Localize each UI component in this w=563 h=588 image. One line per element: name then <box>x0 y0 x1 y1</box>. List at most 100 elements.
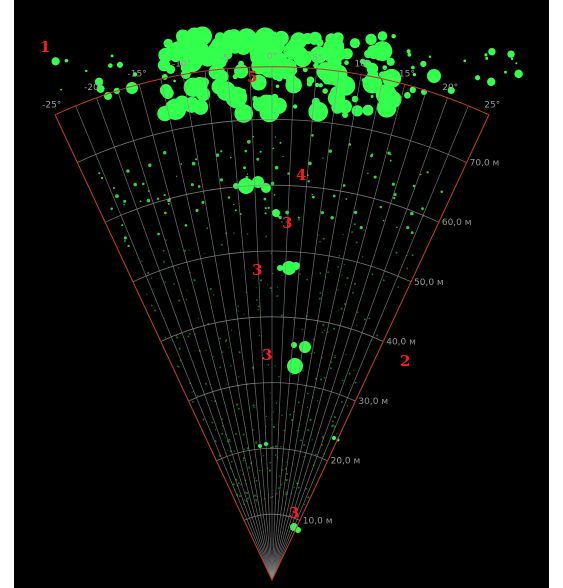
echo-speck <box>243 313 245 315</box>
echo-speck <box>150 304 153 307</box>
angle-label: -25° <box>42 101 61 111</box>
echo-speck <box>389 159 392 162</box>
echo-speck <box>393 192 397 197</box>
echo-blob <box>504 70 507 74</box>
echo-speck <box>306 392 309 395</box>
echo-speck <box>237 310 239 312</box>
echo-speck <box>238 351 241 354</box>
echo-speck <box>280 445 282 448</box>
echo-blob <box>211 41 232 62</box>
echo-blob <box>383 85 391 92</box>
angle-label: 5° <box>312 54 322 64</box>
fan-border <box>54 66 490 582</box>
echo-speck <box>242 433 245 436</box>
echo-speck <box>212 356 214 358</box>
range-arc <box>244 513 300 521</box>
echo-blob <box>407 52 412 57</box>
echo-speck <box>227 196 231 199</box>
echo-blob <box>179 56 191 68</box>
echo-speck <box>185 298 188 301</box>
echo-speck <box>246 447 249 450</box>
echo-speck <box>209 287 212 291</box>
echo-speck <box>311 134 314 137</box>
echo-speck <box>252 429 254 431</box>
echo-speck <box>230 461 233 463</box>
echo-blob <box>367 45 381 59</box>
echo-blob <box>272 73 279 80</box>
echo-blob <box>64 58 69 63</box>
echo-blob <box>463 59 467 63</box>
echo-speck <box>331 420 334 423</box>
echo-speck <box>239 469 241 471</box>
echo-blob <box>409 86 417 94</box>
echo-speck <box>219 178 224 182</box>
echo-speck <box>228 438 231 441</box>
echo-speck <box>221 432 224 435</box>
echo-speck <box>264 207 267 210</box>
echo-blob <box>289 87 294 93</box>
echo-speck <box>274 136 277 138</box>
echo-blob <box>163 38 173 49</box>
echo-speck <box>183 249 186 252</box>
echo-blob <box>412 73 417 77</box>
echo-blob <box>488 47 496 56</box>
echo-blob <box>359 58 366 65</box>
echo-blob <box>157 105 173 122</box>
echo-speck <box>292 319 295 321</box>
echo-blob <box>218 67 225 74</box>
echo-blob <box>85 69 88 73</box>
echo-speck <box>126 169 130 173</box>
echo-speck <box>269 392 271 394</box>
echo-speck <box>148 163 152 167</box>
echo-speck <box>269 461 272 464</box>
range-label: 70,0 м <box>470 159 500 169</box>
echo-speck <box>319 378 323 381</box>
echo-speck <box>259 150 262 153</box>
echo-speck <box>248 467 251 469</box>
echo-speck <box>197 318 199 320</box>
echo-speck <box>355 241 358 244</box>
echo-speck <box>245 175 249 179</box>
echo-speck <box>255 499 258 501</box>
echo-speck <box>177 267 180 269</box>
echo-speck <box>165 239 167 241</box>
angle-label: 25° <box>484 101 500 111</box>
echo-blob <box>250 74 267 91</box>
echo-speck <box>247 497 250 500</box>
echo-speck <box>353 369 355 372</box>
marker-3-mid: 3 <box>252 261 262 279</box>
echo-speck <box>297 216 300 219</box>
radial-grid-line <box>271 71 340 581</box>
radial-grid-line <box>75 105 273 581</box>
echo-speck <box>221 418 224 420</box>
echo-speck <box>340 307 343 310</box>
echo-speck <box>332 424 334 427</box>
echo-blob <box>391 33 396 39</box>
echo-speck <box>332 194 336 198</box>
range-label: 10,0 м <box>303 516 333 526</box>
echo-blob <box>292 262 300 270</box>
echo-blob <box>181 51 188 58</box>
echo-speck <box>270 497 272 499</box>
echo-speck <box>220 150 223 153</box>
echo-speck <box>256 157 260 161</box>
echo-speck <box>285 491 288 494</box>
echo-speck <box>406 267 409 270</box>
echo-speck <box>285 479 288 482</box>
echo-speck <box>265 415 268 418</box>
echo-speck <box>252 404 255 407</box>
echo-speck <box>112 186 115 189</box>
echo-speck <box>269 287 272 290</box>
echo-speck <box>269 357 272 359</box>
echo-blob <box>313 62 319 69</box>
label-layer: -25° -20° -15° -10° -5° 0° 5° 10° 15° 20° 25° 10,0 … <box>42 52 500 527</box>
echo-speck <box>341 274 343 276</box>
echo-blob <box>126 82 138 94</box>
range-label: 60,0 м <box>442 218 472 228</box>
grid-layer <box>54 66 490 582</box>
echo-speck <box>229 440 231 443</box>
echo-blob <box>116 61 123 68</box>
echo-speck <box>175 335 178 337</box>
echo-speck <box>363 318 366 321</box>
echo-speck <box>224 340 227 343</box>
